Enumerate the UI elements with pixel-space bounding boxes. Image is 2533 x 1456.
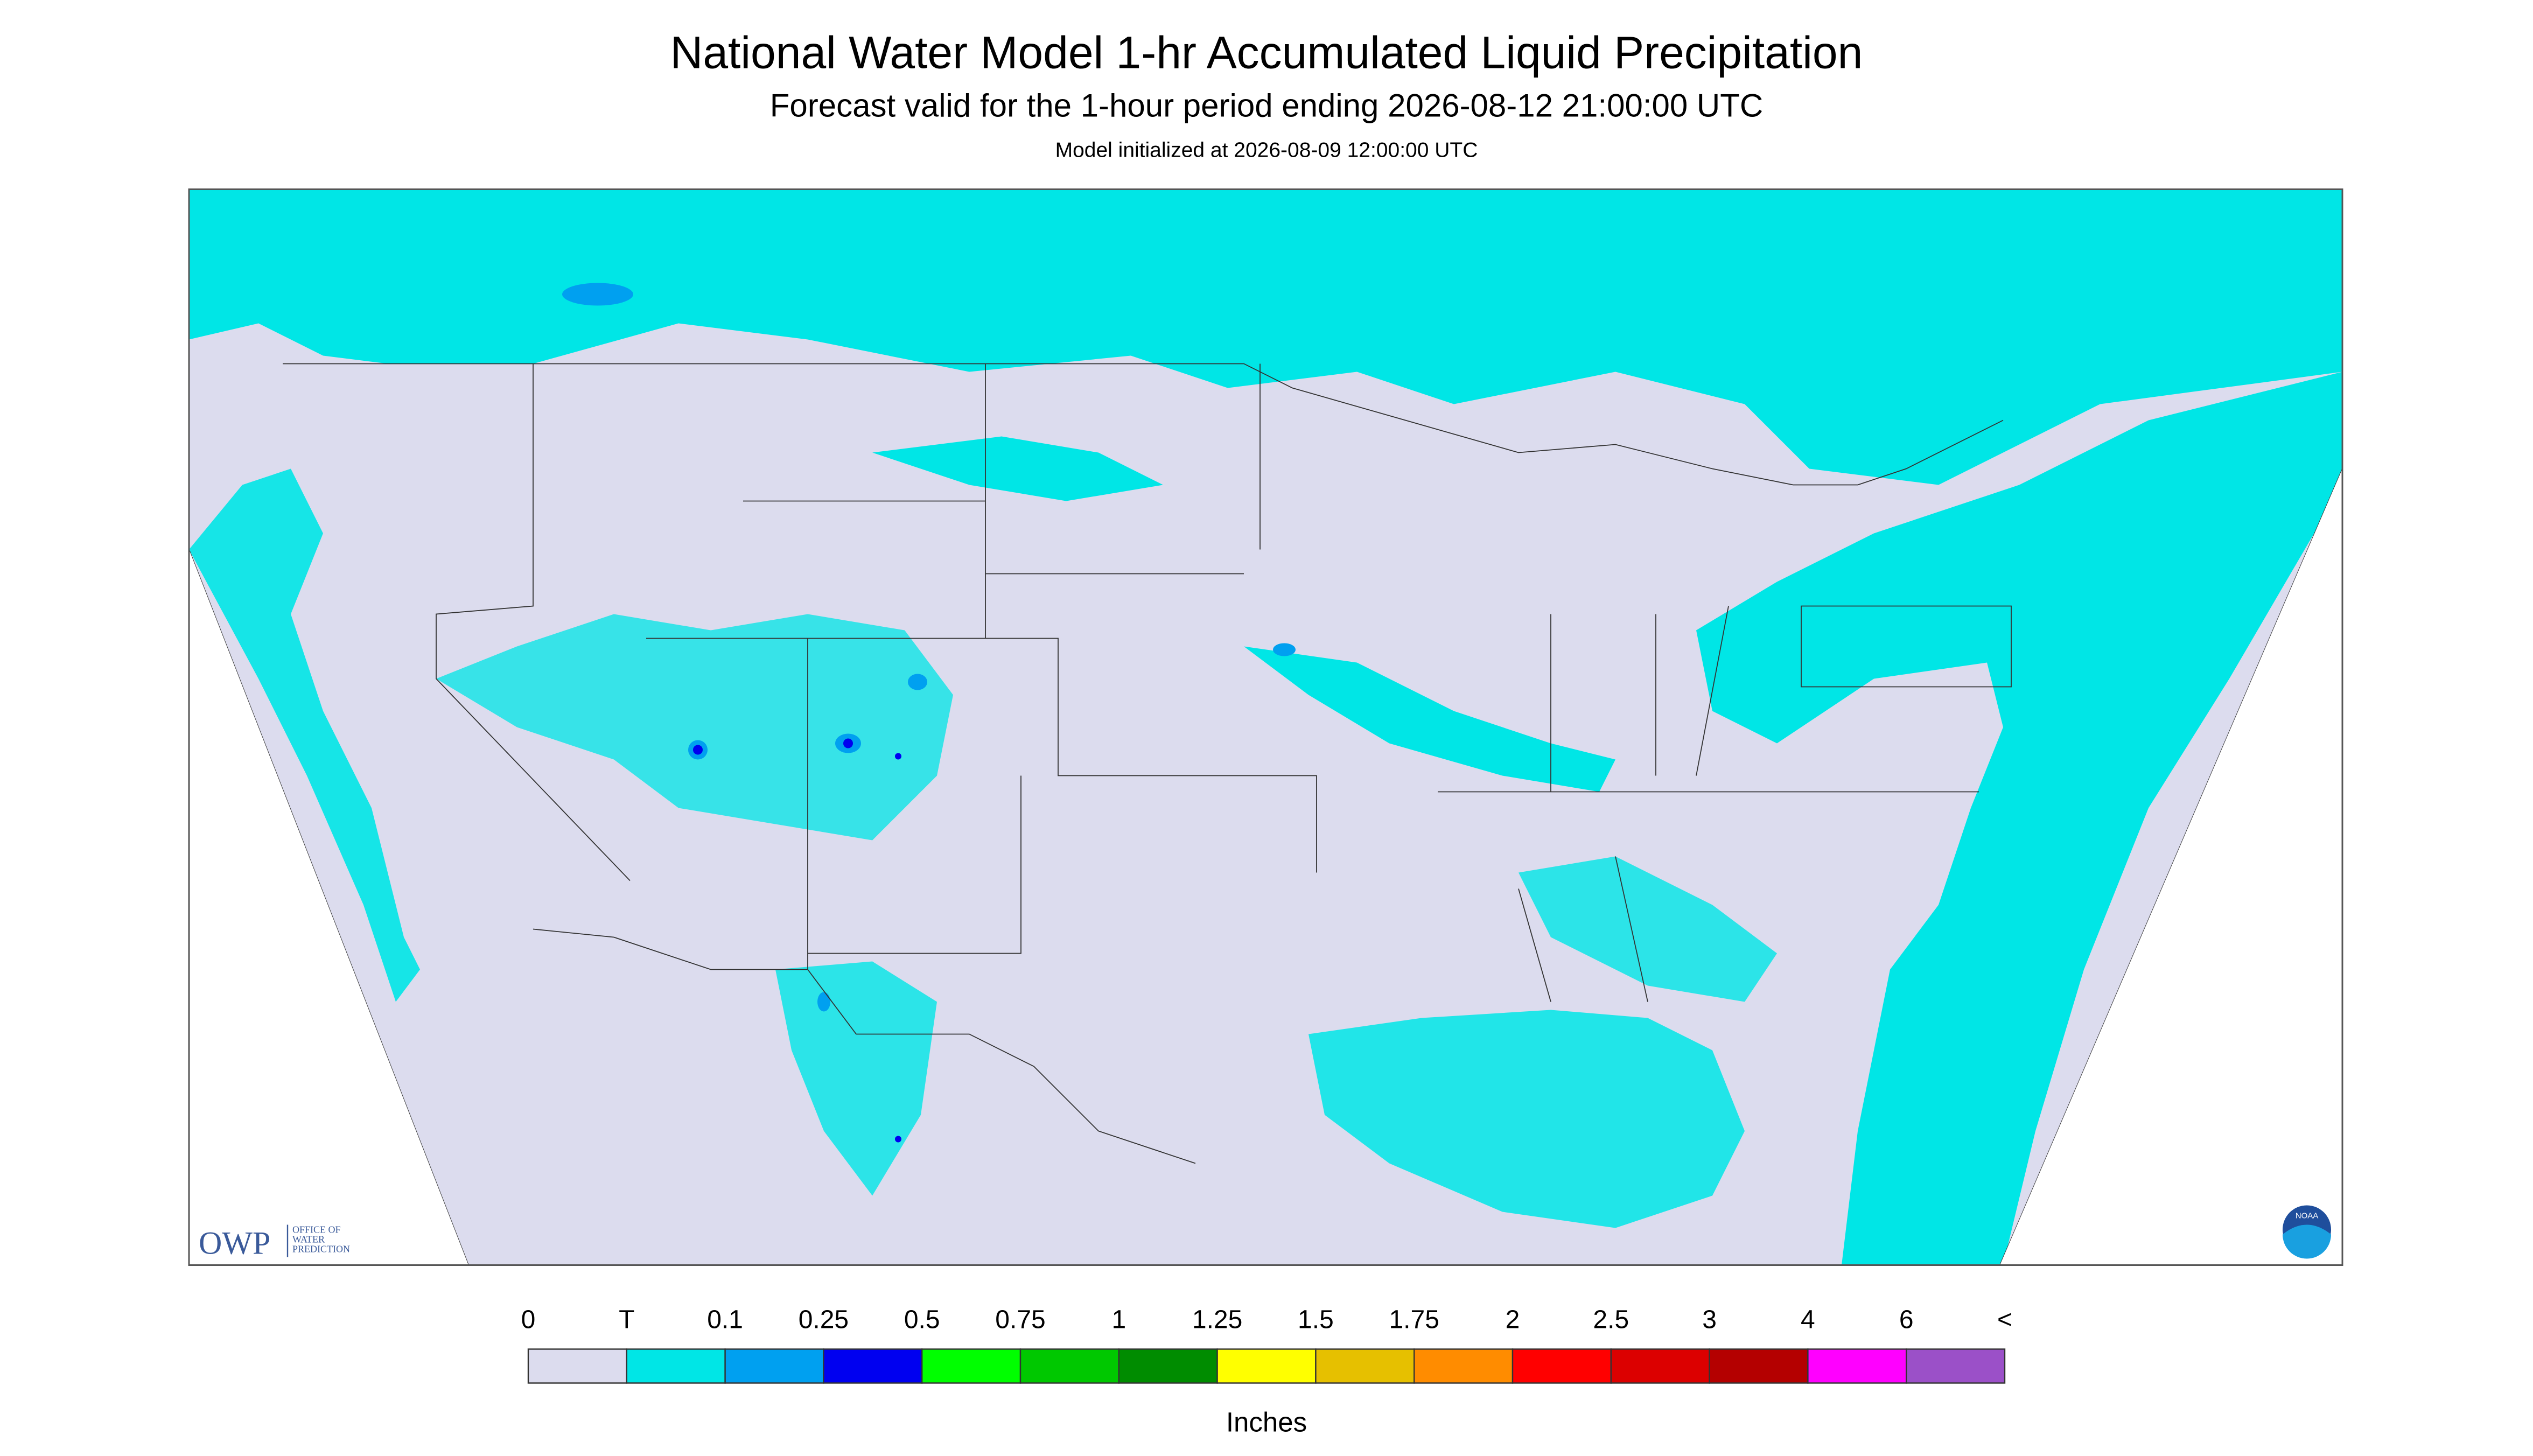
noaa-text: NOAA <box>2296 1212 2319 1221</box>
legend-label: 0.1 <box>707 1306 743 1334</box>
legend-label: 0.25 <box>799 1306 849 1334</box>
legend-label: 2 <box>1506 1306 1520 1334</box>
legend-swatch <box>1216 1348 1317 1384</box>
legend-units: Inches <box>1226 1407 1307 1438</box>
legend-label: 1.25 <box>1192 1306 1242 1334</box>
owp-line: PREDICTION <box>292 1244 350 1255</box>
legend-label: 3 <box>1702 1306 1717 1334</box>
legend-swatch <box>921 1348 1021 1384</box>
owp-logo: OWP <box>199 1226 270 1261</box>
init-note: Model initialized at 2026-08-09 12:00:00… <box>1055 139 1478 162</box>
legend-swatch <box>527 1348 628 1384</box>
legend-swatch <box>1118 1348 1218 1384</box>
legend-label: 0.5 <box>904 1306 940 1334</box>
legend-swatch <box>1414 1348 1514 1384</box>
precip-areas <box>189 189 2342 1265</box>
legend-label: < <box>1997 1306 2012 1334</box>
legend-swatch <box>1512 1348 1612 1384</box>
legend-swatch <box>626 1348 726 1384</box>
noaa-wave <box>2283 1224 2331 1259</box>
subtitle: Forecast valid for the 1-hour period end… <box>770 88 1763 124</box>
legend-label: 2.5 <box>1593 1306 1629 1334</box>
legend-swatch <box>823 1348 923 1384</box>
precip-light <box>562 283 1296 1012</box>
precip-heavy <box>693 738 901 1143</box>
owp-line: WATER <box>292 1234 325 1245</box>
borders <box>283 363 2012 1164</box>
map: OWP OFFICE OF WATER PREDICTION NOAA <box>188 188 2343 1266</box>
legend-swatch <box>1315 1348 1415 1384</box>
legend-label: 1 <box>1111 1306 1126 1334</box>
legend-label: 4 <box>1801 1306 1815 1334</box>
owp-line: OFFICE OF <box>292 1224 341 1235</box>
legend-swatch <box>1019 1348 1120 1384</box>
legend-swatch <box>724 1348 824 1384</box>
legend-swatch <box>1709 1348 1809 1384</box>
legend-label: 1.5 <box>1298 1306 1334 1334</box>
legend-label: 0 <box>521 1306 536 1334</box>
map-frame <box>188 188 2343 1266</box>
outside-domain <box>189 468 2342 1265</box>
legend-label: 1.75 <box>1389 1306 1439 1334</box>
title: National Water Model 1-hr Accumulated Li… <box>670 27 1863 78</box>
legend-swatch <box>1807 1348 1907 1384</box>
legend-label: 6 <box>1899 1306 1914 1334</box>
legend-label: 0.75 <box>995 1306 1045 1334</box>
legend-swatch <box>1905 1348 2006 1384</box>
legend-swatch <box>1610 1348 1710 1384</box>
legend-label: T <box>619 1306 634 1334</box>
legend: 0 T 0.1 0.25 0.5 0.75 1 1.25 1.5 1.75 2 2.5 3 4 6 < <box>521 1306 2012 1384</box>
